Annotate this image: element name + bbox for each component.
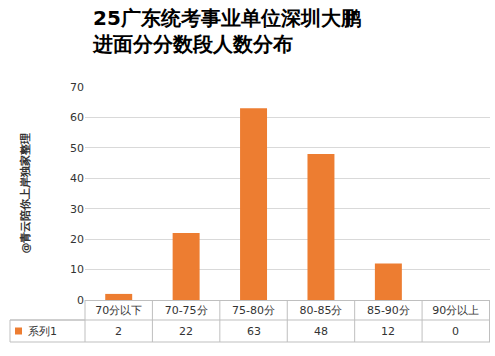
svg-text:80-85分: 80-85分 — [299, 304, 342, 317]
svg-text:0: 0 — [452, 325, 459, 338]
svg-text:22: 22 — [179, 325, 193, 338]
svg-text:40: 40 — [70, 172, 84, 185]
svg-text:70: 70 — [70, 81, 84, 94]
svg-text:70-75分: 70-75分 — [165, 304, 208, 317]
svg-text:63: 63 — [247, 325, 261, 338]
svg-text:75-80分: 75-80分 — [232, 304, 275, 317]
svg-text:85-90分: 85-90分 — [367, 304, 410, 317]
svg-text:30: 30 — [70, 203, 84, 216]
svg-text:90分以上: 90分以上 — [432, 304, 479, 317]
svg-text:60: 60 — [70, 111, 84, 124]
svg-text:25广东统考事业单位深圳大鹏进面分分数段人数分布: 25广东统考事业单位深圳大鹏进面分分数段人数分布 — [92, 6, 361, 56]
svg-text:@青云陪你上岸独家整理: @青云陪你上岸独家整理 — [19, 133, 32, 254]
svg-text:20: 20 — [70, 233, 84, 246]
svg-text:70分以下: 70分以下 — [95, 304, 142, 317]
svg-text:12: 12 — [381, 325, 395, 338]
svg-text:系列1: 系列1 — [28, 325, 57, 338]
svg-text:2: 2 — [115, 325, 122, 338]
svg-text:0: 0 — [77, 294, 84, 307]
svg-text:10: 10 — [70, 263, 84, 276]
svg-text:48: 48 — [314, 325, 328, 338]
svg-text:50: 50 — [70, 142, 84, 155]
